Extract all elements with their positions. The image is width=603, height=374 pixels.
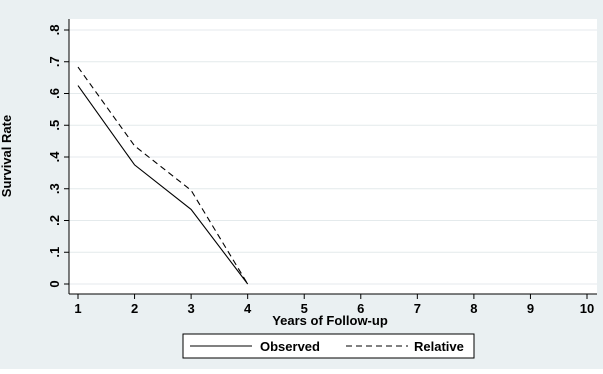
y-tick-label-5: .5 bbox=[47, 120, 62, 131]
y-tick-label-6: .6 bbox=[47, 88, 62, 99]
y-tick-label-8: .8 bbox=[47, 25, 62, 36]
x-tick-label-0: 1 bbox=[74, 301, 81, 316]
x-tick-label-5: 6 bbox=[357, 301, 364, 316]
grid-layer bbox=[69, 29, 597, 285]
y-tick-label-4: .4 bbox=[47, 151, 62, 163]
series-layer bbox=[77, 66, 249, 285]
series-line-relative bbox=[77, 66, 249, 285]
y-tick-label-2: .2 bbox=[47, 215, 62, 226]
x-tick-label-4: 5 bbox=[301, 301, 308, 316]
series-line-observed bbox=[77, 85, 249, 285]
y-tick-label-3: .3 bbox=[47, 183, 62, 194]
legend-label-relative: Relative bbox=[414, 339, 464, 354]
x-tick-label-3: 4 bbox=[244, 301, 252, 316]
x-tick-label-1: 2 bbox=[131, 301, 138, 316]
x-tick-label-8: 9 bbox=[527, 301, 534, 316]
x-tick-label-9: 10 bbox=[580, 301, 594, 316]
legend-label-observed: Observed bbox=[260, 339, 320, 354]
axes-layer: 0 .1 .2 .3 .4 .5 .6 .7 .8 1 2 3 4 5 6 7 8 9 10 bbox=[47, 19, 597, 316]
legend: Observed Relative bbox=[182, 333, 475, 359]
x-tick-label-2: 3 bbox=[187, 301, 194, 316]
y-axis-label: Survival Rate bbox=[0, 115, 14, 197]
y-tick-label-7: .7 bbox=[47, 56, 62, 67]
x-tick-label-7: 8 bbox=[470, 301, 477, 316]
y-tick-label-0: 0 bbox=[47, 280, 62, 287]
x-tick-label-6: 7 bbox=[414, 301, 421, 316]
y-tick-label-1: .1 bbox=[47, 247, 62, 258]
x-axis-label: Years of Follow-up bbox=[272, 313, 388, 328]
